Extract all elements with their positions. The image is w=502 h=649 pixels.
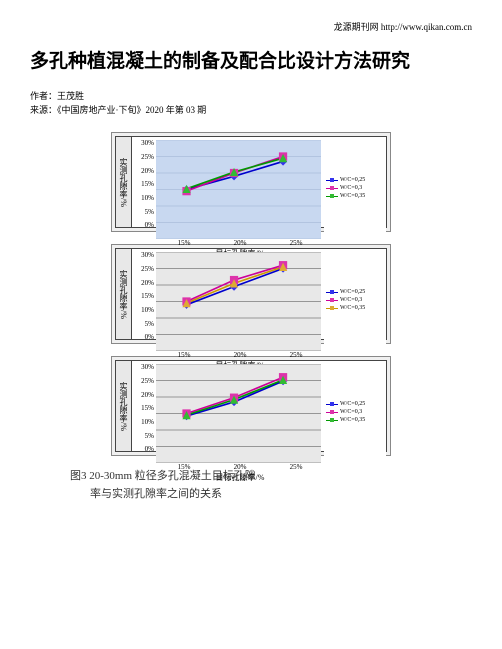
y-axis-label: 实测孔隙率/% [116, 361, 132, 451]
y-axis-ticks: 30%25%20%15%10%5%0% [132, 361, 156, 463]
legend-item: W/C=0,25 [326, 177, 384, 183]
chart: 实测孔隙率/% 30%25%20%15%10%5%0% W/C=0,25 W/C… [111, 244, 391, 344]
source: 来源：《中国房地产业·下旬》2020 年第 03 期 [30, 103, 472, 117]
legend-item: W/C=0,35 [326, 305, 384, 311]
y-axis-label: 实测孔隙率/% [116, 137, 132, 227]
header-link: 龙源期刊网 http://www.qikan.com.cn [30, 20, 472, 33]
legend-item: W/C=0,35 [326, 417, 384, 423]
y-axis-ticks: 30%25%20%15%10%5%0% [132, 137, 156, 239]
y-axis-label: 实测孔隙率/% [116, 249, 132, 339]
legend-item: W/C=0,3 [326, 185, 384, 191]
caption-line2: 率与实测孔隙率之间的关系 [70, 486, 472, 504]
chart: 实测孔隙率/% 30%25%20%15%10%5%0% W/C=0,25 W/C… [111, 132, 391, 232]
author: 作者：王茂胜 [30, 89, 472, 103]
legend: W/C=0,25 W/C=0,3 W/C=0,35 [324, 137, 386, 239]
chart: 实测孔隙率/% 30%25%20%15%10%5%0% W/C=0,25 W/C… [111, 356, 391, 456]
x-axis-ticks: 15%20%25% [156, 351, 324, 359]
legend-item: W/C=0,3 [326, 409, 384, 415]
legend-item: W/C=0,3 [326, 297, 384, 303]
figure-caption: 图3 20-30mm 粒径多孔混凝土目标孔隙 率与实测孔隙率之间的关系 [30, 468, 472, 503]
plot-area [156, 364, 321, 463]
x-axis-ticks: 15%20%25% [156, 239, 324, 247]
plot-area [156, 140, 321, 239]
legend-item: W/C=0,25 [326, 401, 384, 407]
legend: W/C=0,25 W/C=0,3 W/C=0,35 [324, 361, 386, 463]
legend: W/C=0,25 W/C=0,3 W/C=0,35 [324, 249, 386, 351]
y-axis-ticks: 30%25%20%15%10%5%0% [132, 249, 156, 351]
legend-item: W/C=0,35 [326, 193, 384, 199]
legend-item: W/C=0,25 [326, 289, 384, 295]
plot-area [156, 252, 321, 351]
article-title: 多孔种植混凝土的制备及配合比设计方法研究 [30, 48, 472, 77]
